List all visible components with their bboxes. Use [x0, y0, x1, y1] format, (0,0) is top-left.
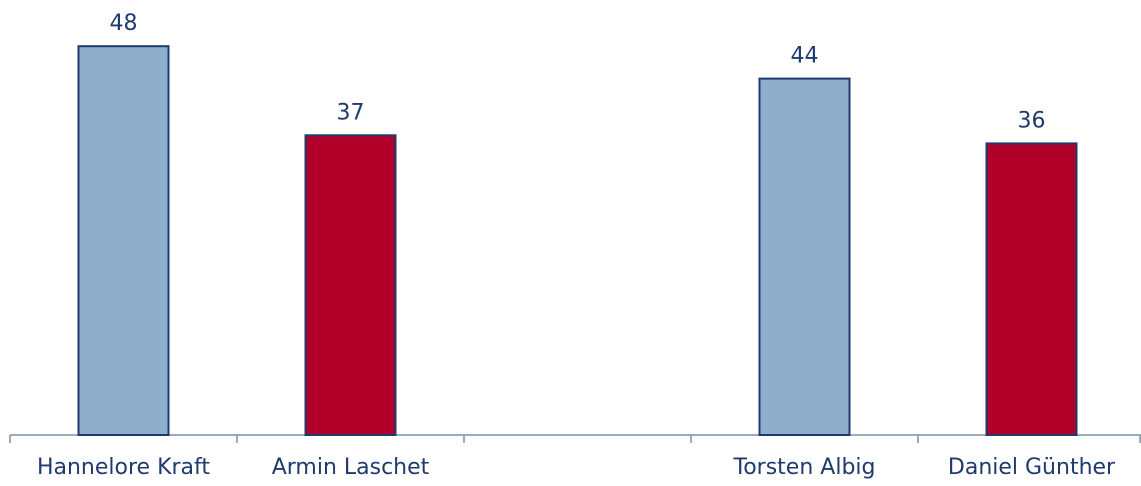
bar — [985, 142, 1078, 436]
data-label: 36 — [1018, 108, 1046, 133]
x-tick-label: Torsten Albig — [733, 455, 876, 480]
bar — [304, 134, 397, 437]
x-tick-label: Daniel Günther — [948, 455, 1116, 480]
data-label: 48 — [110, 11, 138, 36]
bar — [77, 45, 170, 436]
data-label: 44 — [791, 44, 819, 69]
bar — [758, 77, 851, 436]
x-tick-label: Armin Laschet — [272, 455, 430, 480]
data-label: 37 — [337, 100, 365, 125]
x-tick-label: Hannelore Kraft — [37, 455, 210, 480]
